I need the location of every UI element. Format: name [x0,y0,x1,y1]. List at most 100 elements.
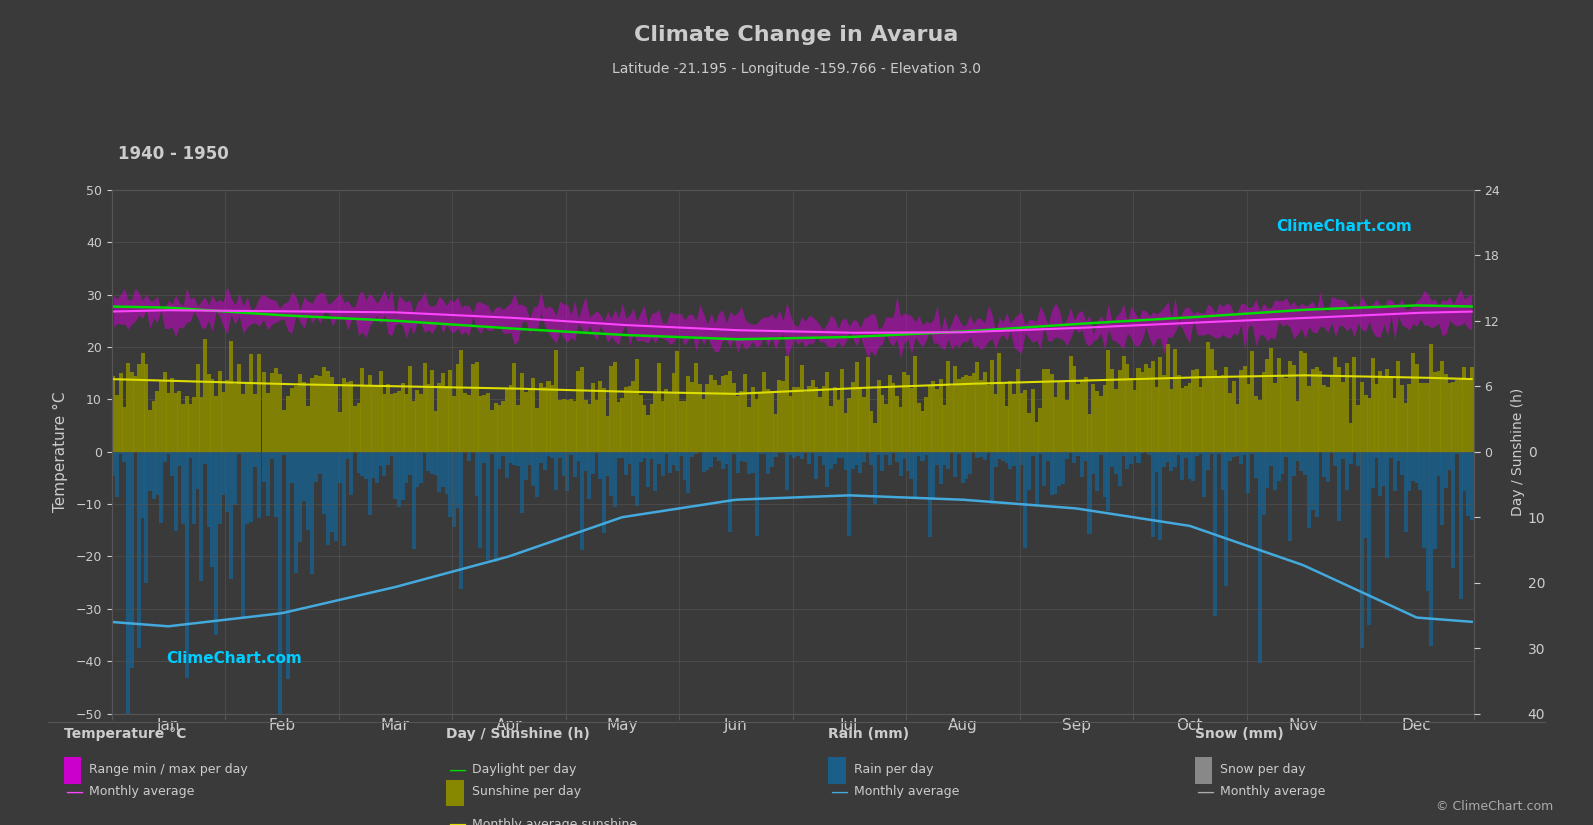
Bar [295,452,298,573]
Bar [572,401,577,452]
Bar [884,452,887,455]
Bar [777,452,781,453]
Bar [1389,452,1394,458]
Bar [785,452,789,491]
Bar [1448,383,1451,452]
Bar [1152,452,1155,536]
Bar [1440,452,1445,525]
Bar [448,452,452,517]
Bar [357,403,360,452]
Bar [1110,452,1114,467]
Bar [1064,400,1069,452]
Bar [1180,452,1185,480]
Bar [558,452,562,458]
Bar [335,386,338,452]
Bar [774,452,777,457]
Bar [1408,452,1411,491]
Bar [1020,452,1023,465]
Bar [964,375,969,452]
Bar [1136,452,1141,463]
Bar [828,452,833,469]
Bar [502,452,505,456]
Bar [887,375,892,452]
Bar [994,452,997,467]
Bar [986,384,991,452]
Bar [631,381,636,452]
Bar [1000,452,1005,461]
Bar [535,452,538,497]
Bar [338,452,342,483]
Bar [444,386,449,452]
Bar [1258,400,1262,452]
Bar [822,386,825,452]
Bar [1047,369,1050,452]
Bar [1349,452,1352,464]
Bar [667,393,672,452]
Bar [580,452,585,549]
Bar [862,452,867,462]
Bar [1311,369,1314,452]
Text: Latitude -21.195 - Longitude -159.766 - Elevation 3.0: Latitude -21.195 - Longitude -159.766 - … [612,62,981,76]
Bar [357,452,360,473]
Bar [650,404,653,452]
Bar [664,389,667,452]
Bar [162,452,167,461]
Bar [769,452,774,467]
Bar [1031,452,1035,456]
Bar [532,378,535,452]
Bar [233,384,237,452]
Bar [1462,452,1467,491]
Bar [844,413,847,452]
Bar [938,380,943,452]
Bar [199,398,204,452]
Bar [505,452,508,478]
Bar [1418,452,1423,490]
Bar [664,452,667,454]
Bar [129,452,134,668]
Bar [456,365,460,452]
Bar [1023,389,1027,452]
Bar [182,404,185,452]
Text: Temperature °C: Temperature °C [64,728,186,742]
Bar [1295,452,1300,460]
Bar [538,383,543,452]
Bar [1356,405,1360,452]
Bar [1231,381,1236,452]
Bar [591,452,596,474]
Bar [319,452,322,474]
Bar [747,452,750,474]
Bar [566,452,569,491]
Bar [1367,452,1372,625]
Bar [777,380,781,452]
Bar [1102,452,1107,497]
Bar [397,391,401,452]
Bar [706,452,709,470]
Bar [456,452,460,508]
Bar [1099,397,1102,452]
Bar [1372,357,1375,452]
Bar [1443,452,1448,488]
Bar [1440,361,1445,452]
Bar [1415,452,1419,483]
Bar [207,374,210,452]
Bar [1292,365,1295,452]
Bar [1031,389,1035,452]
Bar [1005,406,1008,452]
Bar [609,452,613,496]
Bar [986,452,991,454]
Bar [817,452,822,456]
Bar [1163,452,1166,467]
Bar [1314,452,1319,517]
Bar [639,452,642,462]
Bar [374,452,379,483]
Text: Snow per day: Snow per day [1220,763,1306,776]
Bar [250,354,253,452]
Y-axis label: Temperature °C: Temperature °C [53,391,68,512]
Bar [645,452,650,487]
Bar [1172,350,1177,452]
Bar [1050,452,1053,495]
Bar [1166,452,1169,462]
Bar [675,452,679,470]
Bar [1426,452,1431,591]
Bar [430,452,433,474]
